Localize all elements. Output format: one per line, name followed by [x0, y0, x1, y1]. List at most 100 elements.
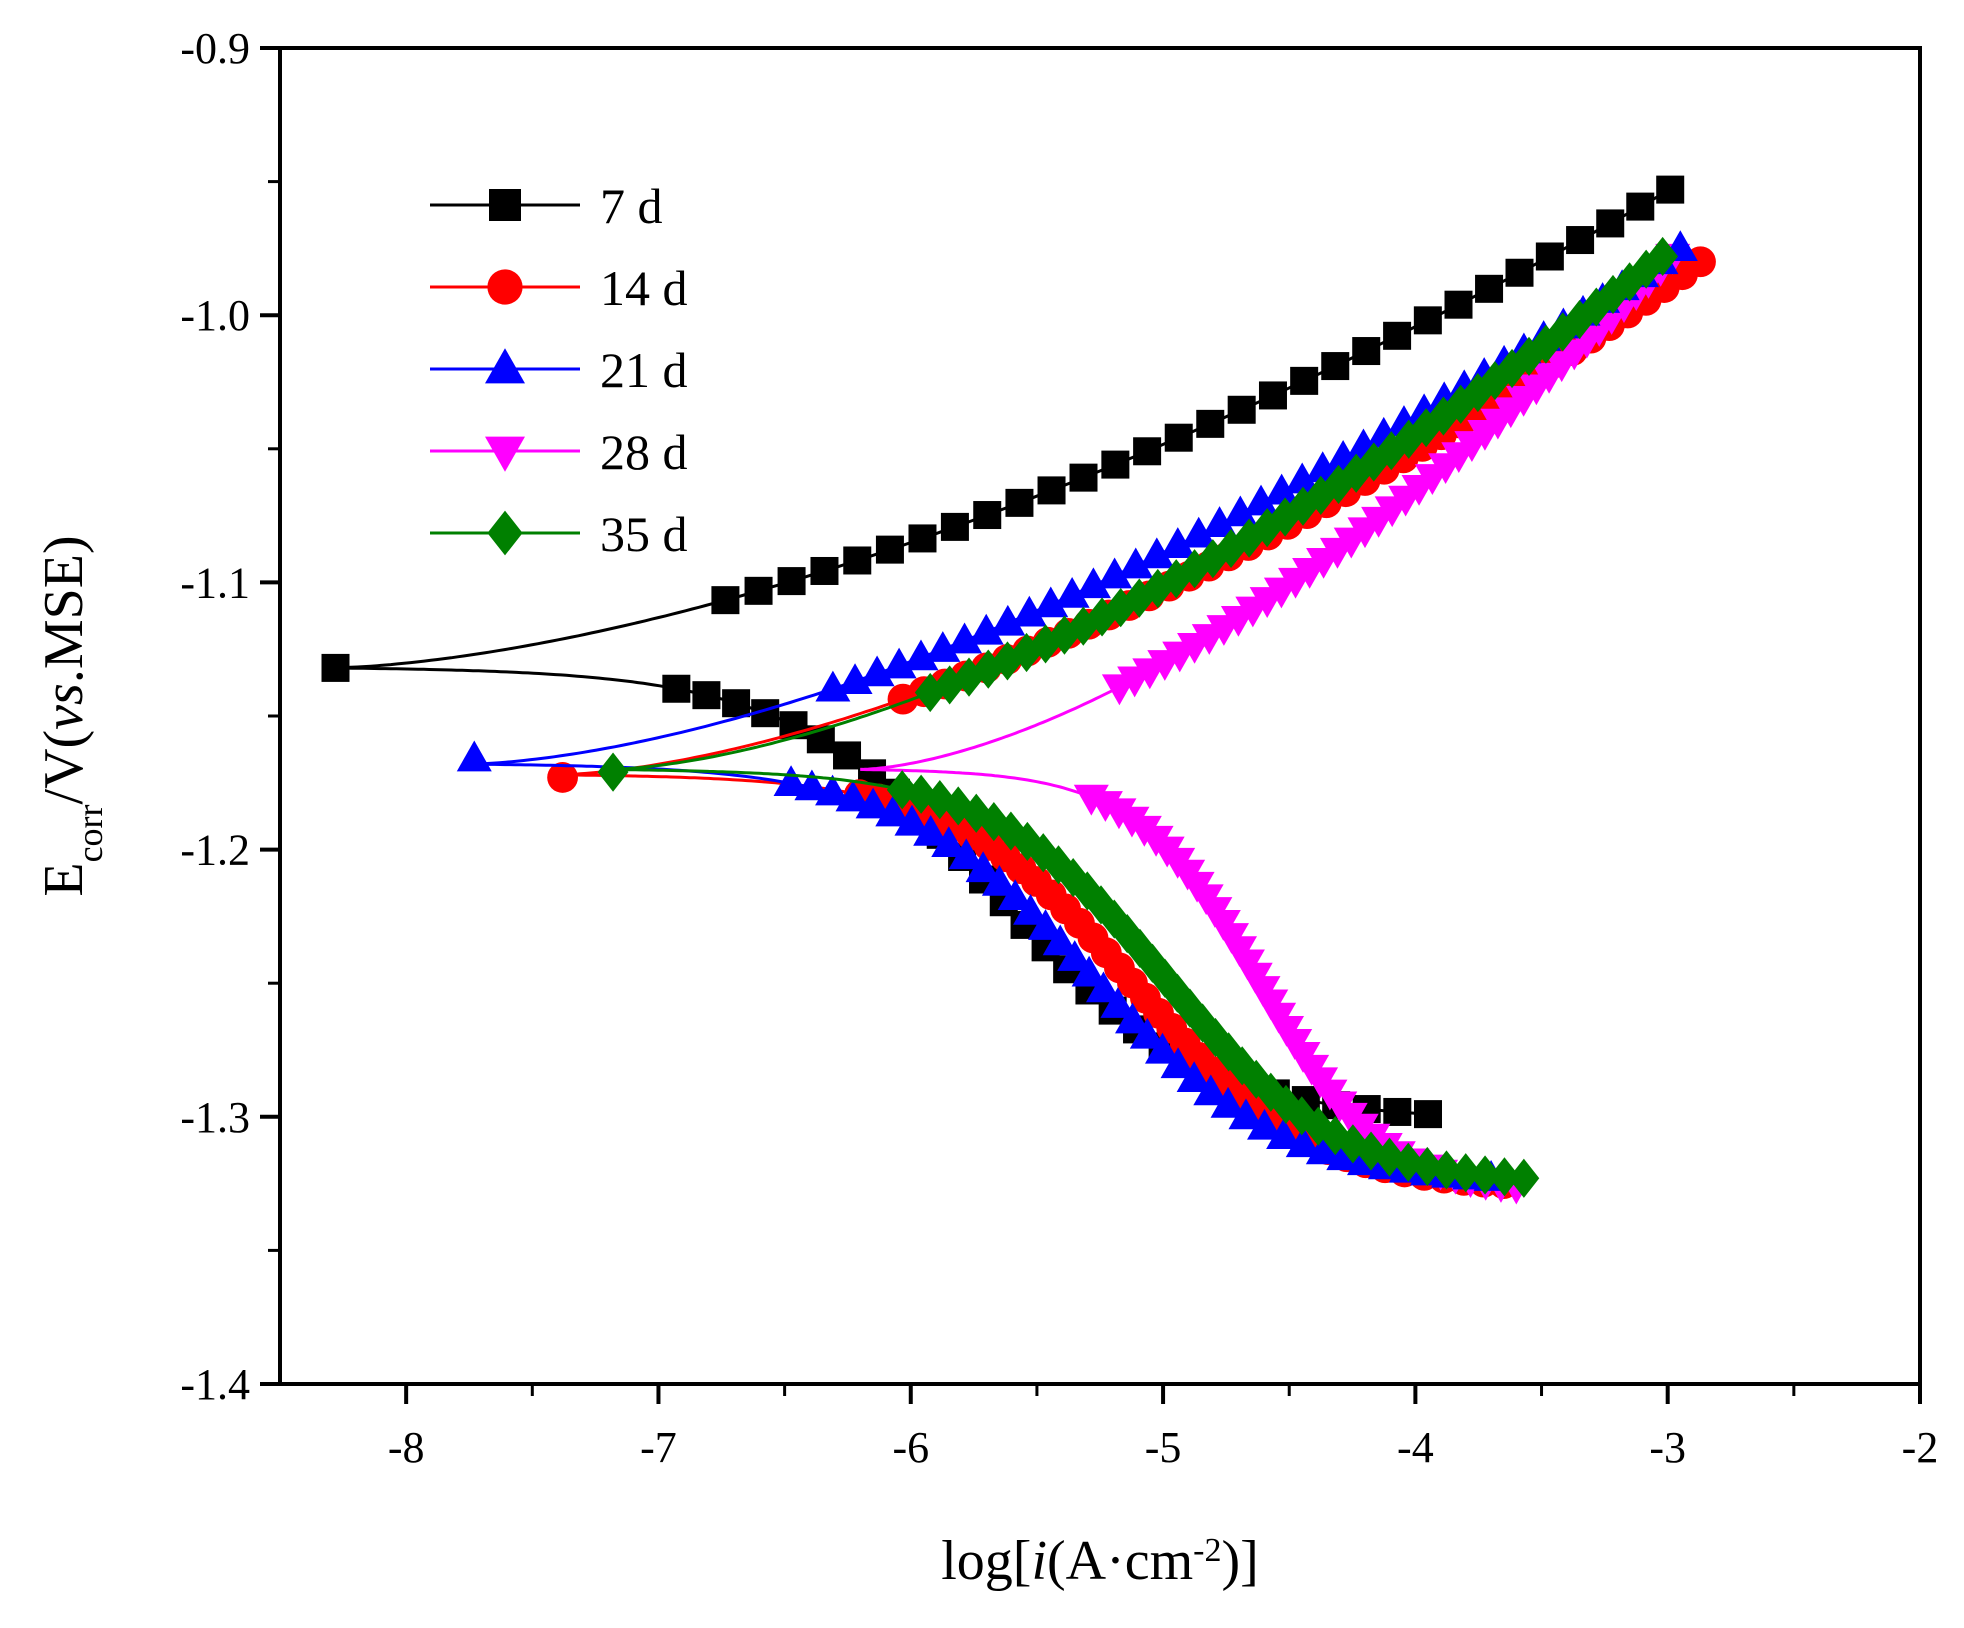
- data-point: [947, 622, 983, 654]
- data-point: [1071, 955, 1107, 987]
- data-point: [1057, 940, 1093, 971]
- data-point: [777, 567, 806, 596]
- y-tick-label: -0.9: [180, 24, 250, 73]
- data-point: [973, 501, 1002, 530]
- legend-entry: 14 d: [430, 260, 688, 316]
- data-point: [1179, 549, 1210, 589]
- x-tick-label: -6: [892, 1423, 929, 1472]
- data-point: [1479, 360, 1511, 401]
- data-point: [794, 769, 830, 801]
- data-point: [940, 512, 969, 541]
- data-point: [1196, 409, 1225, 438]
- axes: -8 -7 -6 -5 -4 -3 -2 -1.4 -1.3 -1.2 -1.1 -1.0 -0.9: [180, 24, 1938, 1472]
- data-point: [722, 689, 751, 718]
- data-point: [1067, 606, 1099, 646]
- data-point: [1027, 833, 1059, 873]
- data-point: [711, 586, 740, 615]
- legend-marker: [489, 189, 521, 221]
- data-point: [1269, 497, 1301, 537]
- data-point: [1411, 1146, 1443, 1187]
- data-point: [1255, 1072, 1287, 1112]
- data-point: [1264, 473, 1300, 505]
- data-point: [1011, 595, 1047, 627]
- data-point: [1181, 516, 1217, 548]
- data-point: [1202, 506, 1238, 537]
- data-point: [1547, 312, 1579, 352]
- data-point: [1101, 450, 1130, 479]
- data-point: [1321, 352, 1350, 381]
- data-point: [773, 765, 809, 797]
- y-tick-label: -1.4: [180, 1360, 250, 1409]
- data-point: [1075, 567, 1111, 599]
- data-point: [914, 672, 946, 713]
- data-point: [981, 864, 1017, 896]
- data-point: [1028, 909, 1064, 940]
- data-point: [835, 780, 871, 812]
- x-tick-label: -5: [1145, 1423, 1182, 1472]
- data-point: [1097, 557, 1133, 589]
- data-point: [662, 674, 691, 703]
- data-point: [1176, 1061, 1212, 1093]
- data-point: [1197, 539, 1229, 579]
- data-point: [925, 631, 961, 662]
- data-point: [456, 740, 492, 772]
- legend-label: 21 d: [600, 342, 688, 398]
- data-point: [1133, 437, 1162, 466]
- data-point: [1011, 821, 1043, 862]
- data-point: [1115, 1002, 1151, 1034]
- data-point: [1450, 1153, 1482, 1193]
- data-point: [1118, 547, 1154, 579]
- data-point: [1037, 476, 1066, 505]
- legend-entry: 21 d: [430, 342, 688, 398]
- data-point: [1656, 175, 1685, 204]
- data-point: [875, 795, 911, 827]
- data-point: [1535, 242, 1564, 271]
- data-point: [1614, 262, 1645, 302]
- data-point: [1137, 943, 1168, 983]
- series-line-cathodic: [330, 666, 1429, 1116]
- data-point: [1431, 1150, 1462, 1190]
- data-point: [1285, 1126, 1321, 1158]
- legend: 7 d 14 d 21 d 28 d 35 d: [430, 178, 688, 562]
- legend-entry: 28 d: [430, 424, 688, 480]
- x-tick-label: -4: [1397, 1423, 1434, 1472]
- data-point: [1505, 258, 1534, 287]
- data-point: [1111, 914, 1143, 954]
- data-point: [1069, 463, 1098, 492]
- y-tick-label: -1.2: [180, 826, 250, 875]
- data-point: [1105, 588, 1137, 628]
- data-point: [1580, 287, 1612, 327]
- data-point: [1085, 971, 1121, 1003]
- data-point: [1215, 528, 1247, 569]
- data-point: [1266, 1118, 1302, 1149]
- data-point: [833, 741, 862, 770]
- data-point: [1566, 226, 1595, 255]
- data-point: [859, 655, 895, 687]
- data-point: [1508, 1158, 1540, 1198]
- data-point: [1626, 192, 1655, 221]
- data-point: [894, 804, 930, 836]
- data-point: [1286, 1096, 1318, 1136]
- data-point: [815, 774, 851, 806]
- y-axis-title: Ecorr/V(vs.MSE): [33, 535, 110, 896]
- x-tick-label: -8: [388, 1423, 425, 1472]
- data-point: [843, 546, 872, 575]
- data-point: [1444, 290, 1473, 319]
- data-point: [855, 787, 891, 819]
- data-point: [1393, 419, 1425, 459]
- data-point: [1284, 462, 1320, 494]
- y-tick-label: -1.1: [180, 558, 250, 607]
- data-point: [1100, 987, 1136, 1018]
- data-point: [810, 556, 839, 585]
- data-point: [1302, 1106, 1334, 1146]
- data-point: [1228, 1098, 1264, 1130]
- plot-area: [321, 175, 1716, 1205]
- data-point: [995, 811, 1027, 851]
- data-point: [1193, 1074, 1229, 1106]
- data-point: [1033, 586, 1069, 618]
- data-point: [1054, 576, 1090, 608]
- data-point: [1383, 321, 1412, 350]
- data-point: [1042, 924, 1078, 956]
- data-point: [1496, 348, 1528, 389]
